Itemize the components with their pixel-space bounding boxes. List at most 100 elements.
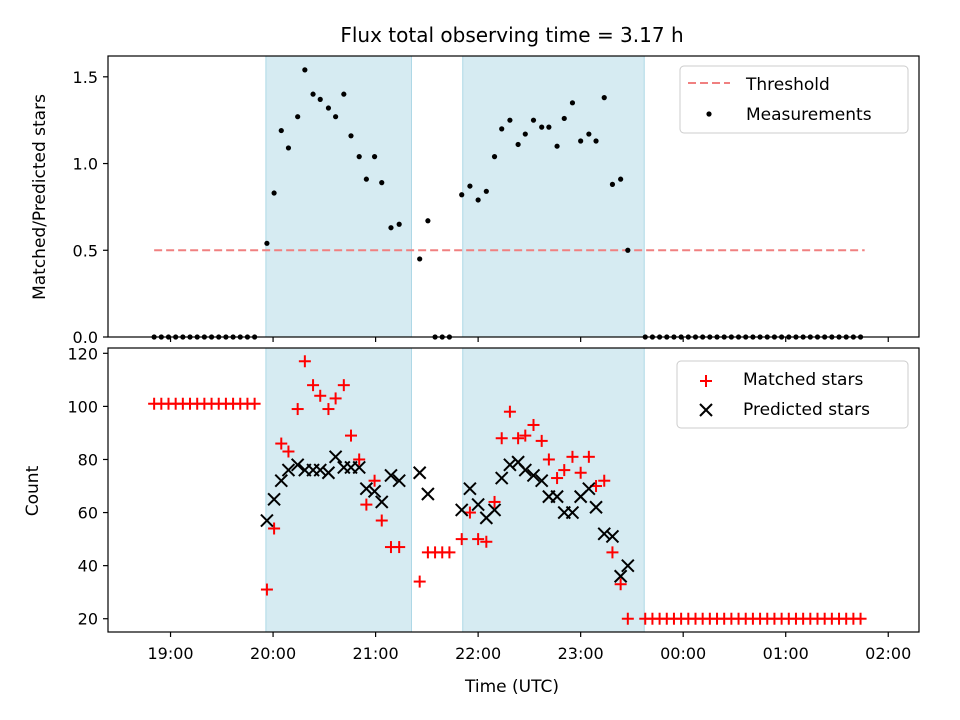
top-y-axis-label: Matched/Predicted stars (30, 94, 50, 300)
bottom-series (148, 355, 867, 625)
predicted-star-point-41 (621, 558, 635, 573)
matched-star-point-38 (455, 533, 468, 546)
measurement-point-29 (371, 154, 378, 160)
x-tick-label-7: 02:00 (865, 644, 911, 663)
matched-star-point-23 (322, 403, 335, 416)
measurement-point-31 (388, 225, 394, 231)
matched-star-point-43 (495, 432, 508, 445)
measurement-point-40 (475, 197, 481, 203)
predicted-star-point-0 (260, 513, 274, 528)
bottom-shaded-interval-1 (462, 347, 645, 633)
matched-star-point-56 (598, 474, 611, 487)
x-axis-label: Time (UTC) (464, 677, 559, 697)
predicted-star-point-3 (281, 463, 296, 477)
matched-star-point-33 (413, 575, 426, 588)
measurement-point-55 (593, 138, 599, 144)
predicted-star-point-28 (518, 463, 532, 477)
measurement-point-30 (379, 180, 385, 186)
predicted-star-point-34 (565, 505, 580, 520)
measurement-point-34 (425, 218, 431, 224)
measurement-point-53 (578, 138, 584, 144)
predicted-star-point-16 (384, 468, 398, 483)
measurement-point-59 (625, 247, 631, 253)
measurement-point-56 (601, 95, 607, 101)
measurement-point-48 (539, 124, 545, 130)
predicted-star-point-24 (487, 503, 502, 517)
measurement-point-24 (333, 114, 339, 120)
matched-star-point-37 (443, 546, 456, 559)
matched-star-point-59 (621, 612, 634, 625)
bottom-y-tick-label-2: 60 (78, 504, 98, 523)
measurement-point-25 (341, 91, 347, 97)
threshold-legend-label: Threshold (745, 75, 830, 95)
measurement-point-44 (507, 117, 513, 123)
matched-star-point-28 (360, 498, 373, 511)
x-tick-label-0: 19:00 (147, 644, 193, 663)
predicted-star-point-9 (328, 450, 343, 464)
measurement-point-32 (396, 221, 402, 227)
matched-star-point-52 (566, 450, 579, 463)
measurement-point-16 (271, 190, 277, 196)
predicted-star-point-36 (582, 481, 596, 496)
predicted-star-point-26 (503, 458, 517, 472)
matched-star-point-41 (480, 535, 493, 548)
chart-title: Flux total observing time = 3.17 h (340, 23, 683, 47)
matched-star-point-25 (337, 379, 350, 392)
predicted-star-point-1 (267, 492, 281, 506)
predicted-star-point-25 (495, 471, 509, 485)
measurement-point-20 (302, 67, 308, 73)
bottom-shaded-regions (265, 347, 645, 633)
predicted-star-point-37 (589, 500, 603, 514)
top-x-ticks (169, 337, 889, 342)
matched-star-point-39 (463, 506, 476, 519)
predicted-star-point-29 (526, 468, 541, 483)
measurement-point-39 (467, 183, 473, 189)
measurement-point-22 (317, 96, 323, 102)
measurement-point-58 (618, 176, 624, 182)
measurement-point-46 (522, 131, 528, 137)
measurement-point-15 (264, 240, 270, 246)
predicted-star-point-7 (313, 463, 327, 477)
measurement-point-52 (569, 100, 576, 106)
measurement-point-51 (561, 115, 567, 122)
matched-star-point-16 (268, 522, 281, 535)
predicted-legend-label: Predicted stars (743, 400, 870, 420)
bottom-x-ticks: 19:00 20:00 21:00 22:00 23:00 00:00 01:00 02:00 (147, 632, 911, 663)
x-tick-label-5: 00:00 (660, 644, 706, 663)
bottom-panel: 19:00 20:00 21:00 22:00 23:00 00:00 01:00 02:00… (23, 344, 920, 697)
measurement-point-28 (363, 176, 369, 182)
bottom-plot-frame (107, 347, 920, 633)
measurement-point-26 (348, 133, 354, 139)
matched-star-point-51 (558, 464, 571, 477)
top-shaded-interval-0 (265, 55, 412, 338)
matched-legend-swatch (700, 375, 712, 387)
measurement-point-54 (586, 131, 592, 137)
top-shaded-regions (265, 55, 645, 338)
x-tick-label-1: 20:00 (250, 644, 296, 663)
matched-star-point-48 (535, 434, 548, 447)
x-tick-label-3: 22:00 (455, 644, 501, 663)
matched-star-point-42 (488, 495, 501, 508)
top-plot-frame (107, 55, 920, 338)
matched-star-point-17 (275, 437, 288, 450)
matched-star-point-44 (503, 405, 516, 418)
top-shaded-interval-1 (462, 55, 645, 338)
predicted-star-point-18 (412, 466, 427, 480)
predicted-star-point-39 (605, 529, 620, 544)
measurements-legend-swatch (706, 111, 712, 117)
matched-star-point-32 (393, 541, 406, 554)
measurement-point-41 (483, 188, 489, 194)
predicted-star-point-38 (597, 527, 611, 541)
bottom-y-axis-label: Count (23, 465, 43, 516)
predicted-legend-swatch (699, 403, 713, 417)
measurement-point-19 (295, 114, 301, 120)
measurement-point-42 (491, 154, 498, 160)
predicted-star-point-8 (321, 466, 336, 480)
x-tick-label-4: 23:00 (558, 644, 604, 663)
matched-star-point-22 (314, 389, 327, 402)
bottom-y-tick-label-3: 80 (78, 450, 98, 469)
measurement-point-33 (417, 256, 423, 262)
top-y-tick-label-1: 0.5 (73, 241, 98, 260)
measurement-point-21 (310, 91, 316, 97)
